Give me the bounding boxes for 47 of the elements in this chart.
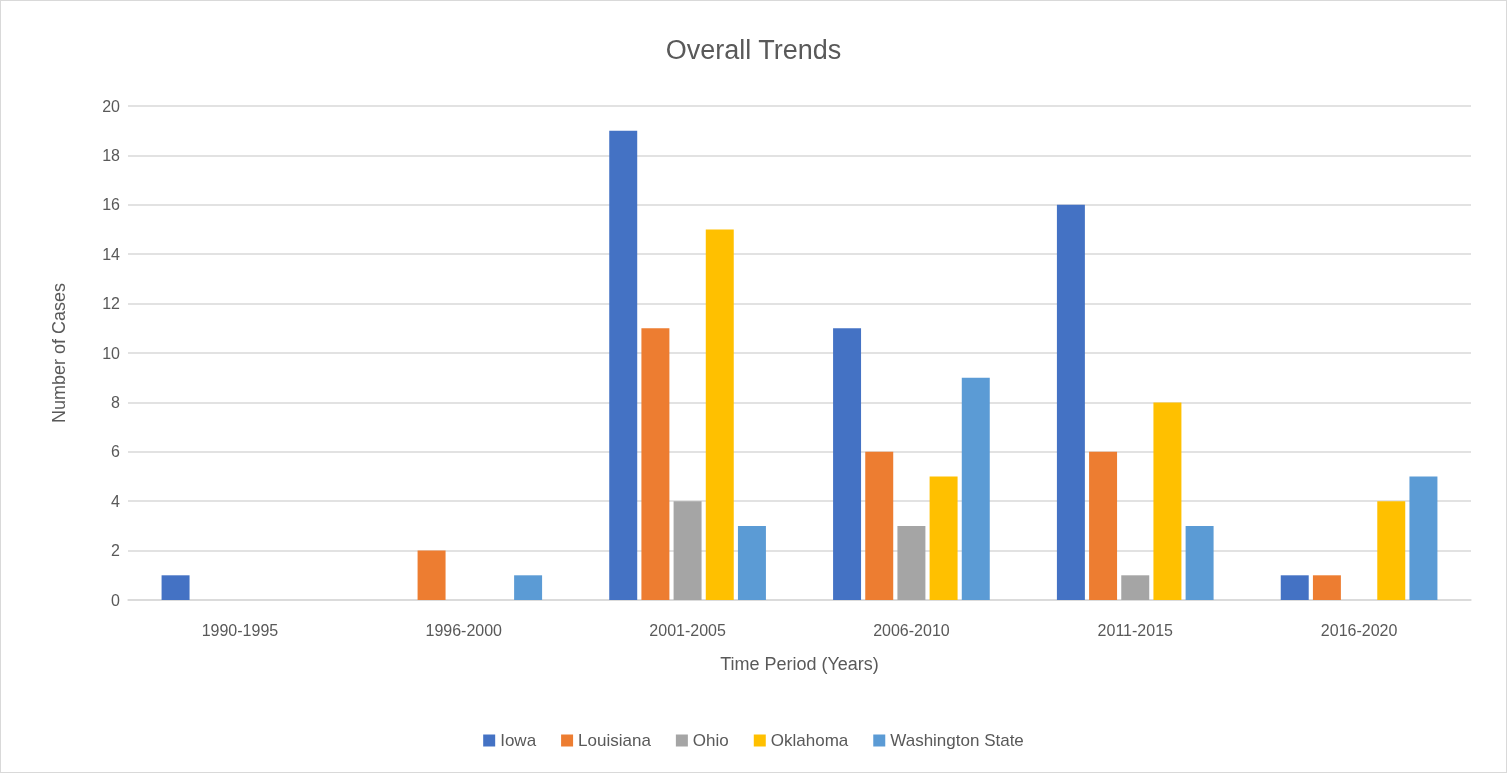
bar xyxy=(1377,501,1406,600)
x-tick-label: 1990-1995 xyxy=(201,621,279,639)
y-tick-label: 12 xyxy=(102,295,121,313)
y-tick-label: 4 xyxy=(111,492,121,510)
y-tick-label: 10 xyxy=(102,344,121,362)
x-axis-title: Time Period (Years) xyxy=(720,654,879,674)
legend-label: Oklahoma xyxy=(770,731,849,750)
y-tick-label: 14 xyxy=(102,245,121,263)
bar xyxy=(514,575,543,600)
bar xyxy=(961,377,990,600)
bar xyxy=(929,476,958,600)
bar xyxy=(737,525,766,600)
bar xyxy=(897,525,926,600)
y-tick-label: 18 xyxy=(102,146,121,164)
bar xyxy=(161,575,190,600)
legend-label: Ohio xyxy=(692,731,729,750)
x-tick-label: 2011-2015 xyxy=(1097,621,1174,639)
bar xyxy=(1153,402,1182,600)
bar xyxy=(1056,204,1085,600)
y-tick-label: 2 xyxy=(111,542,121,560)
legend-label: Louisiana xyxy=(578,731,652,750)
bar xyxy=(641,328,670,600)
bar xyxy=(1409,476,1438,600)
x-tick-label: 2006-2010 xyxy=(873,621,950,639)
y-tick-label: 0 xyxy=(111,591,121,609)
bar xyxy=(705,229,734,600)
bar xyxy=(673,501,702,600)
x-tick-label: 2001-2005 xyxy=(649,621,726,639)
bar xyxy=(417,550,446,600)
y-tick-label: 8 xyxy=(111,393,121,411)
bar xyxy=(833,328,862,600)
y-tick-label: 20 xyxy=(102,97,121,115)
legend-label: Washington State xyxy=(890,731,1024,750)
x-tick-label: 2016-2020 xyxy=(1320,621,1398,639)
legend-label: Iowa xyxy=(500,731,537,750)
bar xyxy=(1089,451,1118,600)
bar xyxy=(1312,575,1341,600)
chart-title: Overall Trends xyxy=(665,34,842,65)
y-tick-label: 6 xyxy=(111,443,121,461)
bar xyxy=(1121,575,1150,600)
bar xyxy=(865,451,894,600)
y-axis-title: Number of Cases xyxy=(49,282,69,424)
bar xyxy=(1280,575,1309,600)
bar xyxy=(609,130,638,600)
x-tick-label: 1996-2000 xyxy=(425,621,503,639)
bar xyxy=(1185,525,1214,600)
y-tick-label: 16 xyxy=(102,196,121,214)
